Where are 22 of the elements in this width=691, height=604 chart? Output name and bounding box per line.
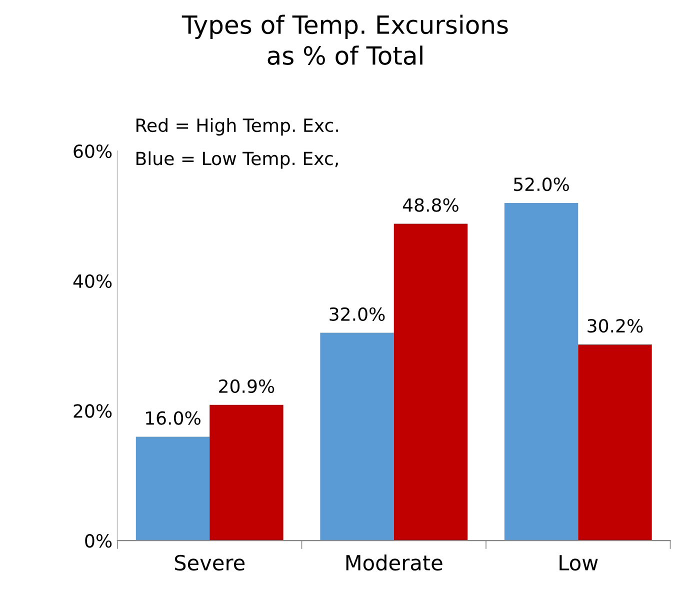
- bar: [394, 224, 468, 541]
- data-label: 16.0%: [146, 411, 200, 425]
- x-tick-label: Moderate: [346, 554, 442, 571]
- bar: [578, 344, 652, 541]
- data-label: 20.9%: [219, 379, 274, 394]
- annotation: Blue = Low Temp. Exc,: [136, 151, 338, 169]
- bar: [210, 404, 284, 541]
- chart-title: Types of Temp. Excursions as % of Total: [182, 14, 508, 65]
- y-tick-label: 60%: [74, 144, 112, 158]
- data-label: 32.0%: [330, 307, 385, 321]
- y-tick-label: 20%: [74, 404, 112, 418]
- data-label: 52.0%: [514, 177, 569, 192]
- y-tick-label: 40%: [73, 274, 112, 288]
- data-label: 30.2%: [588, 319, 643, 333]
- bar: [504, 202, 578, 541]
- bar: [136, 436, 210, 541]
- y-tick-label: 0%: [85, 534, 112, 548]
- data-label: 48.8%: [402, 198, 458, 212]
- x-tick-label: Low: [560, 555, 598, 571]
- bar: [320, 332, 394, 541]
- x-tick-label: Severe: [174, 554, 245, 571]
- text: Red = High Temp. Exc.: [136, 118, 338, 136]
